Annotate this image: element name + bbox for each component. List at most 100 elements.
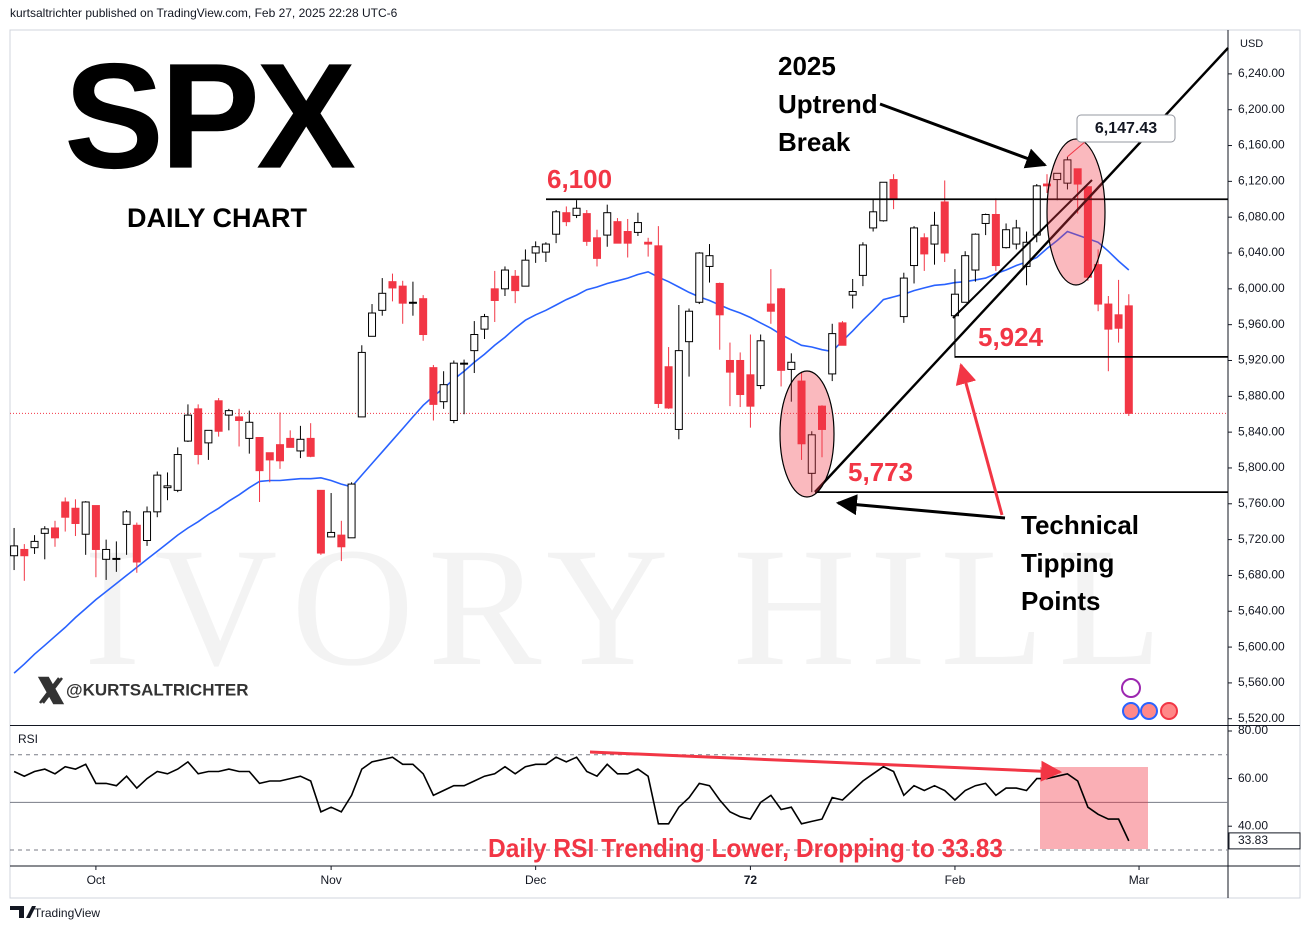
trendline	[952, 179, 1093, 319]
y-tick-label: 5,800.00	[1238, 460, 1285, 474]
candle-body	[296, 438, 305, 452]
y-tick-label: 5,960.00	[1238, 317, 1285, 331]
rsi-value-label: 33.83	[1238, 833, 1268, 847]
x-tick-label: Oct	[87, 873, 106, 887]
candle-body	[766, 303, 775, 312]
candle-body	[71, 507, 80, 524]
candle-body	[797, 380, 806, 445]
candle-body	[122, 511, 131, 525]
y-tick-label: 6,120.00	[1238, 174, 1285, 188]
candle-body	[316, 489, 325, 554]
rsi-title: RSI	[18, 732, 38, 746]
candle-body	[613, 221, 622, 244]
candle-body	[1012, 227, 1021, 245]
y-tick-label: 5,720.00	[1238, 532, 1285, 546]
candle-body	[245, 421, 254, 439]
highlight	[1046, 138, 1106, 286]
highlight	[779, 370, 835, 498]
candle-body	[132, 524, 141, 563]
candle-body	[112, 557, 121, 560]
candle-body	[1104, 303, 1113, 330]
publisher: kurtsaltrichter published on TradingView…	[10, 6, 398, 20]
candle-body	[593, 237, 602, 259]
arrow	[835, 494, 1006, 520]
y-tick-label: 6,200.00	[1238, 102, 1285, 116]
candle-body	[1083, 186, 1092, 278]
candle-body	[654, 245, 663, 404]
candle-body	[327, 531, 336, 538]
level-label: 6,100	[547, 164, 612, 194]
y-tick-label: 5,600.00	[1238, 639, 1285, 653]
candle-body	[644, 241, 653, 245]
candle-body	[429, 367, 438, 405]
currency: USD	[1240, 38, 1263, 50]
candle-body	[910, 227, 919, 267]
x-tick-label: Feb	[945, 873, 966, 887]
candle-body	[347, 483, 356, 539]
candle-body	[439, 384, 448, 403]
level-label: 5,924	[978, 322, 1044, 352]
candle-body	[756, 340, 765, 387]
candle-body	[306, 437, 315, 457]
candle-body	[368, 312, 377, 337]
moving-average	[13, 230, 1130, 674]
x-logo	[37, 676, 65, 705]
rsi-line	[13, 756, 1130, 842]
candle-body	[1073, 168, 1082, 185]
candle-body	[582, 213, 591, 242]
candle-body	[480, 316, 489, 330]
candle-body	[664, 366, 673, 409]
y-tick-label: 5,920.00	[1238, 353, 1285, 367]
x-tick-label: Mar	[1129, 873, 1150, 887]
candle-body	[378, 292, 387, 311]
annotation: Technical	[1021, 510, 1139, 540]
candle-body	[603, 212, 612, 236]
x-tick-label: Nov	[320, 873, 341, 887]
arrow	[879, 102, 1047, 169]
candle-body	[470, 334, 479, 352]
candle-body	[572, 207, 581, 216]
candle-body	[30, 540, 39, 549]
candle-body	[61, 501, 70, 518]
annotation: Uptrend	[778, 89, 878, 119]
footer: TradingView	[34, 906, 100, 920]
candle-body	[511, 275, 520, 292]
candle-body	[899, 277, 908, 318]
candle-body	[991, 213, 1000, 267]
candle-body	[1032, 185, 1041, 236]
candle-body	[1002, 229, 1011, 249]
frame	[9, 29, 1301, 899]
y-tick-label: 5,760.00	[1238, 496, 1285, 510]
y-tick-label: 5,520.00	[1238, 711, 1285, 725]
candle-body	[1114, 314, 1123, 329]
candle-body	[398, 285, 407, 304]
candle-body	[419, 298, 428, 336]
candle-body	[286, 437, 295, 448]
subtitle: DAILY CHART	[127, 203, 308, 233]
high-label: 6,147.43	[1095, 120, 1157, 137]
candle-body	[153, 474, 162, 513]
candle-body	[388, 281, 397, 289]
y-tick-label: 6,000.00	[1238, 281, 1285, 295]
candle-body	[20, 548, 29, 557]
candle-body	[460, 362, 469, 365]
candle-body	[1042, 183, 1051, 187]
y-tick-label: 6,040.00	[1238, 245, 1285, 259]
icons	[1121, 678, 1178, 720]
candle-body	[562, 212, 571, 223]
candle-body	[961, 255, 970, 303]
candle-body	[224, 410, 233, 416]
candle-body	[777, 288, 786, 371]
candle-body	[1124, 305, 1133, 414]
x-tick-label: Dec	[525, 873, 546, 887]
annotation: Break	[778, 127, 851, 157]
candle-body	[204, 429, 213, 444]
candle-body	[920, 237, 929, 255]
tv-logo	[10, 906, 36, 918]
candle-body	[10, 545, 19, 557]
candle-body	[81, 501, 90, 535]
y-tick-label: 5,640.00	[1238, 603, 1285, 617]
